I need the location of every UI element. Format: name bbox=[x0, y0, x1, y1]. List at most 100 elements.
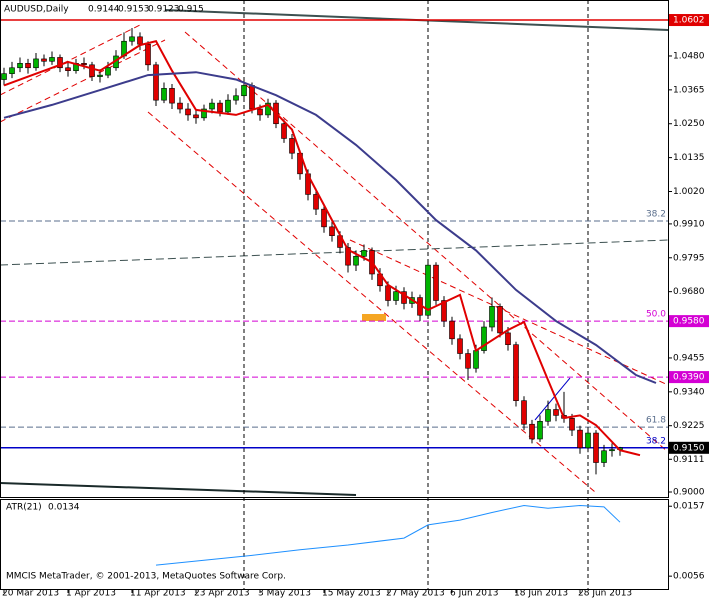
y-tick-label: 1.0365 bbox=[673, 85, 705, 95]
fib-label: 38.2 bbox=[646, 209, 666, 219]
candle-body bbox=[321, 208, 327, 228]
y-tick-label: 1.0250 bbox=[673, 119, 705, 129]
candle-body bbox=[609, 449, 615, 452]
candle-body bbox=[25, 63, 31, 69]
x-tick-label: 23 Apr 2013 bbox=[194, 589, 250, 599]
y-tick-label: 0.9795 bbox=[673, 253, 705, 263]
ohlc-close: 0.915 bbox=[178, 5, 204, 15]
channel-line bbox=[0, 39, 166, 123]
x-tick-label: 11 Apr 2013 bbox=[130, 589, 186, 599]
candle-body bbox=[225, 99, 231, 113]
highlight-box bbox=[362, 314, 386, 321]
candle-body bbox=[465, 353, 471, 369]
level-label: 0.9150 bbox=[673, 443, 705, 453]
candle-body bbox=[489, 306, 495, 328]
candle-body bbox=[81, 63, 87, 66]
candle-body bbox=[129, 36, 135, 42]
candle-body bbox=[553, 409, 559, 416]
candle-body bbox=[529, 423, 535, 440]
level-label: 1.0602 bbox=[673, 16, 705, 26]
candle-body bbox=[393, 291, 399, 301]
candle-body bbox=[249, 85, 255, 110]
candle-body bbox=[449, 320, 455, 340]
candle-body bbox=[313, 194, 319, 210]
candle-body bbox=[33, 58, 39, 69]
fib-label: 38.2 bbox=[646, 436, 666, 446]
candle-body bbox=[481, 326, 487, 351]
candle-body bbox=[505, 332, 511, 345]
candle-body bbox=[441, 300, 447, 322]
level-label-box bbox=[669, 441, 709, 454]
labels: AUDUSD,Daily 0.9144 0.9153 0.9123 0.915 … bbox=[2, 5, 709, 599]
channel-line bbox=[147, 111, 596, 493]
y-tick-label: 0.9225 bbox=[673, 421, 705, 431]
atr-title: ATR(21) bbox=[6, 503, 42, 513]
atr-frame bbox=[0, 499, 669, 590]
candle-body bbox=[585, 432, 591, 449]
candle-body bbox=[361, 250, 367, 257]
candle-body bbox=[577, 429, 583, 449]
candle-body bbox=[49, 57, 55, 62]
atr-line bbox=[155, 504, 621, 566]
y-tick-label: 0.9455 bbox=[673, 353, 705, 363]
x-tick-label: 27 May 2013 bbox=[386, 589, 445, 599]
candle-body bbox=[41, 58, 47, 62]
candle-body bbox=[105, 67, 111, 76]
candle-body bbox=[57, 57, 63, 69]
candle-body bbox=[521, 400, 527, 425]
x-tick-label: 1 Apr 2013 bbox=[66, 589, 116, 599]
y-tick-label: 0.9000 bbox=[673, 487, 705, 497]
candle-body bbox=[17, 63, 23, 69]
candle-body bbox=[513, 344, 519, 401]
x-tick-label: 6 Jun 2013 bbox=[450, 589, 498, 599]
fib-label: 61.8 bbox=[646, 416, 666, 426]
ohlc-high: 0.9153 bbox=[118, 5, 150, 15]
trend-line bbox=[534, 377, 571, 421]
chart-title: AUDUSD,Daily bbox=[4, 5, 69, 15]
candle-body bbox=[169, 88, 175, 104]
candle-body bbox=[473, 350, 479, 369]
y-tick-label: 1.0135 bbox=[673, 153, 705, 163]
candle-body bbox=[89, 64, 95, 77]
candle-body bbox=[457, 338, 463, 354]
level-label-box bbox=[669, 315, 709, 328]
levels bbox=[0, 19, 668, 449]
candle-body bbox=[97, 74, 103, 77]
channel-line bbox=[349, 239, 669, 386]
candle-body bbox=[65, 67, 71, 72]
candle-body bbox=[569, 418, 575, 431]
y-tick-label: 0.9340 bbox=[673, 387, 705, 397]
candle-body bbox=[257, 108, 263, 116]
candle-body bbox=[425, 264, 431, 316]
atr-value: 0.0134 bbox=[48, 503, 80, 513]
candle-body bbox=[217, 102, 223, 113]
candle-body bbox=[137, 36, 143, 45]
candle-body bbox=[161, 88, 167, 101]
channel-line bbox=[0, 24, 141, 96]
ohlc-low: 0.9123 bbox=[148, 5, 180, 15]
moving-average bbox=[3, 40, 641, 457]
candle-body bbox=[233, 95, 239, 101]
y-tick-label: 1.0020 bbox=[673, 187, 705, 197]
y-tick-label: 0.9111 bbox=[673, 455, 705, 465]
atr-y-tick-label: 0.0056 bbox=[673, 572, 705, 582]
candle-body bbox=[201, 108, 207, 119]
x-tick-label: 28 Jun 2013 bbox=[578, 589, 632, 599]
main-frame bbox=[0, 0, 669, 498]
candle-body bbox=[497, 306, 503, 334]
candle-body bbox=[345, 247, 351, 266]
y-tick-label: 1.0480 bbox=[673, 51, 705, 61]
x-tick-label: 15 May 2013 bbox=[322, 589, 381, 599]
candle-body bbox=[281, 123, 287, 139]
candle-body bbox=[209, 102, 215, 110]
candle-body bbox=[329, 226, 335, 236]
candle-body bbox=[545, 409, 551, 422]
marks bbox=[1, 27, 657, 566]
drawings bbox=[0, 0, 669, 590]
level-label-box bbox=[669, 371, 709, 384]
candle-body bbox=[537, 420, 543, 440]
candle-body bbox=[241, 85, 247, 97]
candle-body bbox=[145, 43, 151, 66]
